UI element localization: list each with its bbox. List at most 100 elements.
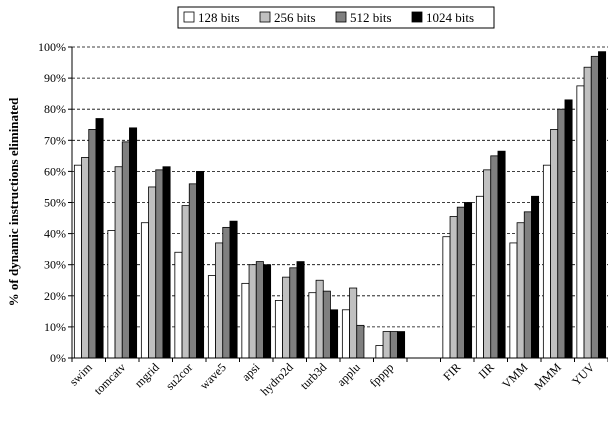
bar-128-bits-swim (73, 164, 82, 359)
bars (73, 51, 607, 359)
x-tick-label: fpppp (367, 360, 397, 390)
y-tick-label: 100% (38, 40, 66, 54)
bar-128-bits-su2cor (174, 251, 183, 359)
y-tick-label: 60% (44, 164, 66, 178)
axes (71, 47, 608, 362)
y-tick-label: 10% (44, 320, 66, 334)
bar-1024-bits-MMM (564, 99, 573, 359)
bar-256-bits-hydro2d (282, 276, 291, 359)
bar-512-bits-fpppp (389, 331, 398, 359)
bar-256-bits-su2cor (181, 205, 190, 359)
x-tick-label: FIR (440, 360, 463, 383)
bar-256-bits-FIR (449, 216, 458, 359)
x-tick-label: turb3d (297, 360, 329, 392)
bar-1024-bits-swim (95, 118, 104, 359)
x-tick-label: swim (67, 360, 96, 389)
bar-256-bits-apsi (248, 264, 257, 359)
y-tick-label: 70% (44, 133, 66, 147)
bar-256-bits-IIR (483, 169, 492, 359)
bar-512-bits-YUV (590, 55, 599, 359)
bar-128-bits-apsi (241, 282, 250, 359)
bar-512-bits-mgrid (155, 169, 164, 359)
bar-1024-bits-fpppp (397, 331, 406, 359)
bar-1024-bits-tomcatv (129, 127, 138, 359)
bar-256-bits-tomcatv (114, 166, 123, 359)
bar-512-bits-hydro2d (289, 267, 298, 359)
bar-128-bits-YUV (576, 85, 585, 359)
legend-swatch (259, 11, 271, 23)
legend-swatch (335, 11, 347, 23)
bar-256-bits-wave5 (215, 242, 224, 359)
bar-1024-bits-hydro2d (296, 261, 305, 359)
x-tick-label: mgrid (132, 360, 162, 390)
bar-512-bits-su2cor (188, 183, 197, 359)
x-tick-label: hydro2d (258, 360, 296, 398)
bar-128-bits-FIR (442, 236, 451, 359)
x-tick-label: MMM (531, 360, 564, 393)
x-tick-label: applu (334, 360, 363, 389)
bar-128-bits-VMM (509, 242, 518, 359)
bar-1024-bits-wave5 (229, 220, 238, 359)
bar-1024-bits-su2cor (196, 170, 205, 359)
x-tick-label: YUV (569, 360, 598, 389)
bar-512-bits-wave5 (222, 226, 231, 359)
bar-512-bits-tomcatv (121, 141, 130, 359)
x-tick-label: su2cor (163, 360, 196, 393)
legend-label: 256 bits (274, 10, 316, 25)
y-axis-title: % of dynamic instructions eliminated (6, 97, 21, 306)
x-tick-label: IIR (476, 360, 497, 381)
bar-1024-bits-YUV (598, 51, 607, 359)
bar-1024-bits-apsi (263, 264, 272, 359)
legend: 128 bits 256 bits 512 bits 1024 bits (177, 6, 495, 29)
bar-1024-bits-IIR (497, 150, 506, 359)
bar-128-bits-turb3d (308, 292, 317, 359)
bar-512-bits-FIR (456, 206, 465, 359)
legend-label: 512 bits (350, 10, 392, 25)
y-tick-label: 90% (44, 71, 66, 85)
x-tick-label: VMM (499, 360, 530, 391)
bar-512-bits-turb3d (322, 290, 331, 359)
legend-label: 1024 bits (426, 10, 474, 25)
y-tick-label: 20% (44, 289, 66, 303)
bar-256-bits-turb3d (315, 279, 324, 359)
bar-128-bits-fpppp (375, 345, 384, 359)
bar-256-bits-applu (349, 287, 358, 359)
bar-256-bits-mgrid (148, 186, 157, 359)
x-tick-label: tomcatv (91, 360, 128, 397)
y-axis-ticks: 0% 10% 20% 30% 40% 50% 60% 70% 80% 90% 100% (38, 40, 72, 365)
y-tick-label: 50% (44, 196, 66, 210)
legend-label: 128 bits (198, 10, 240, 25)
bar-1024-bits-VMM (531, 195, 540, 359)
bar-512-bits-VMM (523, 211, 532, 359)
bar-128-bits-applu (341, 309, 350, 359)
bar-1024-bits-turb3d (330, 309, 339, 359)
x-tick-label: apsi (239, 360, 263, 384)
bar-1024-bits-FIR (464, 202, 473, 359)
bar-128-bits-MMM (542, 164, 551, 359)
legend-swatch (183, 11, 195, 23)
bar-1024-bits-mgrid (162, 166, 171, 359)
x-tick-label: wave5 (197, 360, 229, 392)
y-tick-label: 80% (44, 102, 66, 116)
bar-512-bits-applu (356, 324, 365, 359)
bar-128-bits-wave5 (207, 275, 216, 359)
y-tick-label: 0% (50, 351, 66, 365)
bar-128-bits-tomcatv (107, 230, 116, 359)
bar-512-bits-MMM (557, 108, 566, 359)
y-tick-label: 30% (44, 258, 66, 272)
bar-256-bits-swim (81, 157, 90, 359)
bar-256-bits-VMM (516, 222, 525, 359)
bar-128-bits-hydro2d (274, 300, 283, 359)
bar-512-bits-IIR (490, 155, 499, 359)
bar-128-bits-mgrid (140, 222, 149, 359)
bar-512-bits-apsi (255, 261, 264, 359)
bar-256-bits-YUV (583, 66, 592, 359)
bar-256-bits-fpppp (382, 331, 391, 359)
y-tick-label: 40% (44, 227, 66, 241)
bar-128-bits-IIR (475, 195, 484, 359)
legend-swatch (411, 11, 423, 23)
bar-512-bits-swim (88, 129, 97, 359)
bar-256-bits-MMM (550, 129, 559, 359)
